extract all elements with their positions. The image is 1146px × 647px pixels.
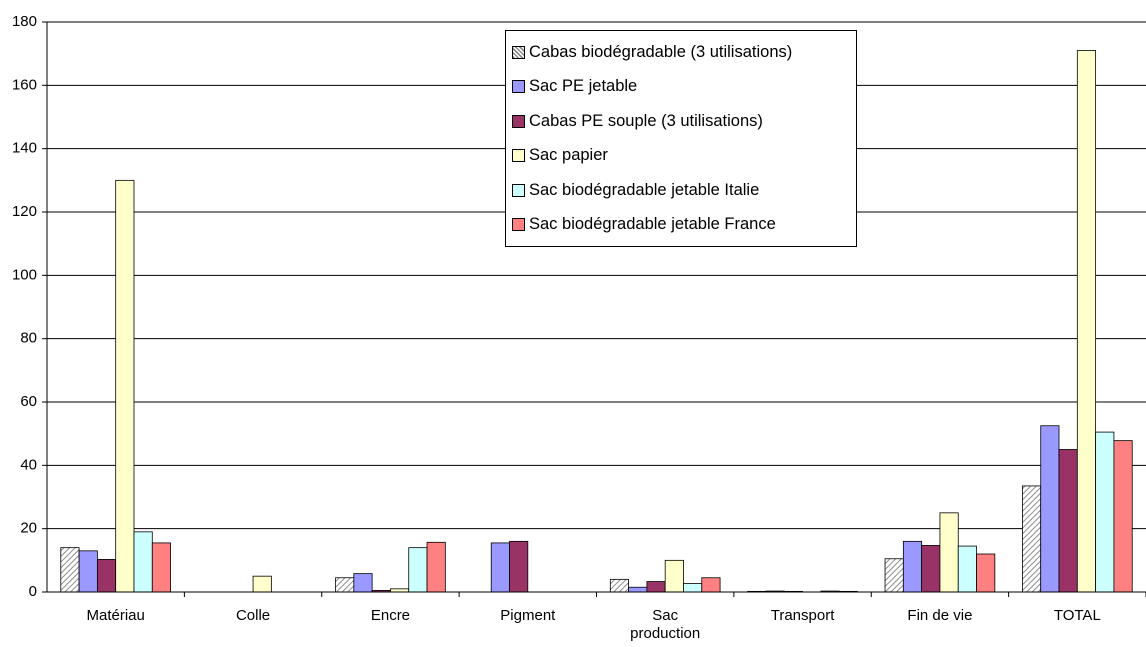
- x-tick-label: Colle: [235, 607, 271, 624]
- bar: [628, 586, 648, 593]
- y-tick-label: 40: [20, 456, 37, 473]
- x-tick-label: Encre: [370, 607, 411, 624]
- legend-swatch: [512, 114, 525, 128]
- legend-swatch: [512, 218, 525, 232]
- legend-item: Sac biodégradable jetable Italie: [512, 173, 856, 208]
- bar: [1040, 425, 1060, 593]
- bar: [426, 541, 446, 593]
- bar: [1095, 431, 1115, 593]
- bar: [151, 542, 171, 593]
- bar: [921, 545, 941, 593]
- bar: [664, 559, 684, 593]
- legend-label: Sac PE jetable: [529, 77, 638, 96]
- legend: Cabas biodégradable (3 utilisations) Sac …: [505, 30, 857, 247]
- bar: [490, 542, 510, 593]
- y-tick-label: 80: [20, 330, 37, 347]
- y-tick-label: 140: [12, 140, 37, 157]
- bar: [884, 558, 904, 593]
- bar: [509, 540, 529, 593]
- y-tick-label: 160: [12, 76, 37, 93]
- x-tick-label: Matériau: [86, 607, 145, 624]
- bar: [976, 553, 996, 593]
- legend-label: Cabas biodégradable (3 utilisations): [529, 42, 793, 61]
- bar: [1058, 449, 1078, 593]
- bar: [60, 547, 80, 593]
- bar: [1113, 440, 1133, 593]
- legend-item: Cabas PE souple (3 utilisations): [512, 104, 856, 139]
- bar: [252, 575, 272, 593]
- bar: [939, 512, 959, 593]
- legend-item: Sac biodégradable jetable France: [512, 208, 856, 243]
- bar: [353, 573, 373, 593]
- bar: [902, 540, 923, 593]
- x-tick-label: Fin de vie: [907, 607, 973, 624]
- bar: [408, 547, 428, 593]
- legend-swatch: [512, 45, 525, 59]
- legend-label: Sac biodégradable jetable Italie: [529, 180, 760, 199]
- bar: [115, 179, 135, 593]
- bar: [683, 583, 703, 593]
- legend-label: Sac biodégradable jetable France: [529, 215, 776, 234]
- y-tick-label: 180: [12, 13, 37, 30]
- y-tick-label: 20: [20, 520, 37, 537]
- y-tick-label: 60: [20, 393, 37, 410]
- y-tick-label: 120: [12, 203, 37, 220]
- legend-label: Sac papier: [529, 146, 608, 165]
- legend-swatch: [512, 149, 525, 163]
- bar: [646, 581, 666, 593]
- bar: [78, 550, 98, 593]
- y-tick-label: 0: [29, 583, 37, 600]
- bar: [609, 578, 629, 593]
- bar: [1076, 50, 1097, 593]
- bar: [96, 558, 117, 593]
- x-tick-label: Pigment: [500, 607, 556, 624]
- bar: [133, 531, 153, 593]
- legend-label: Cabas PE souple (3 utilisations): [529, 111, 763, 130]
- bar: [701, 577, 721, 593]
- x-tick-label: TOTAL: [1053, 607, 1101, 624]
- bar: [957, 545, 977, 593]
- bar: [335, 577, 355, 593]
- legend-swatch: [512, 80, 525, 94]
- legend-item: Sac PE jetable: [512, 70, 856, 105]
- legend-item: Cabas biodégradable (3 utilisations): [512, 35, 856, 70]
- bar: [1022, 485, 1042, 593]
- x-tick-label: Transport: [770, 607, 835, 624]
- legend-swatch: [512, 183, 525, 197]
- legend-item: Sac papier: [512, 139, 856, 174]
- y-tick-label: 100: [12, 266, 37, 283]
- x-tick-label: Sac production: [630, 607, 701, 642]
